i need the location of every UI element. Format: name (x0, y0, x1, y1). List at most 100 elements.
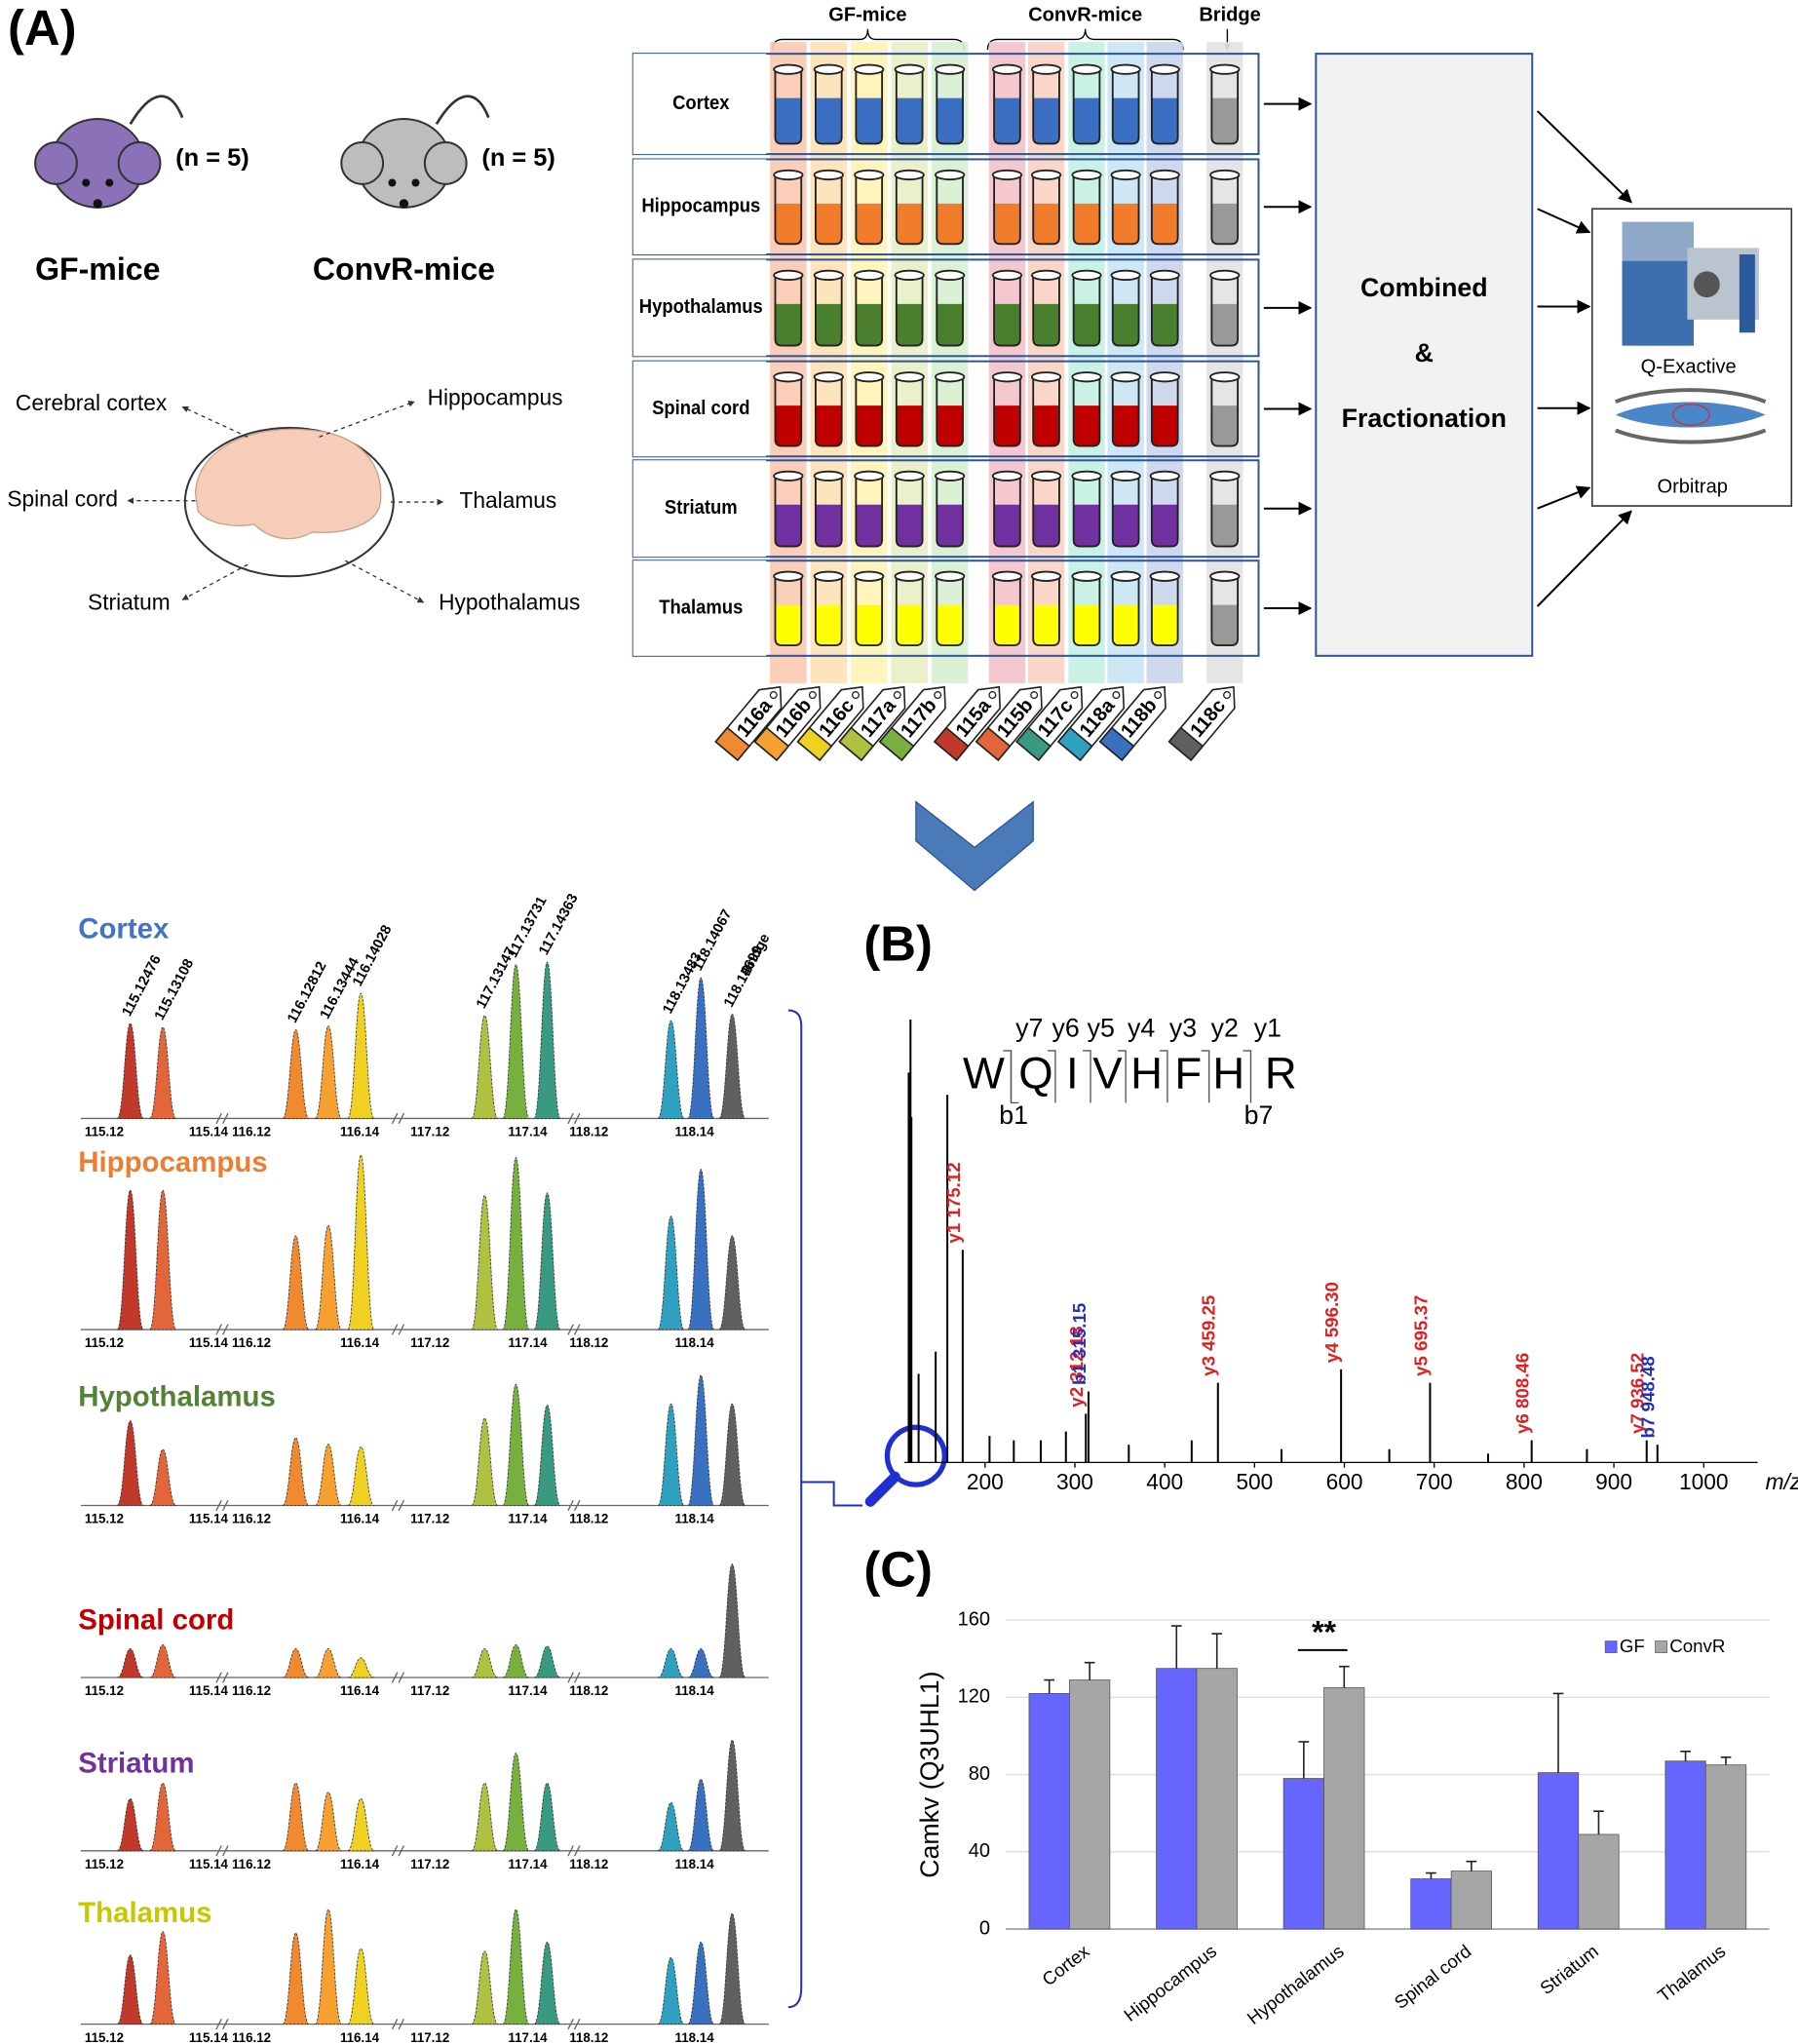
axis-label: 115.14 (189, 1335, 229, 1350)
reporter-peak (718, 1235, 746, 1331)
fragment-bracket (1083, 1050, 1091, 1103)
peak-label: 118.14067 (690, 907, 735, 974)
tissue-title: Spinal cord (78, 1603, 234, 1636)
reporter-peak (149, 1189, 176, 1331)
axis-label: 115.12 (85, 1857, 124, 1871)
reporter-peak (117, 1648, 144, 1678)
y-ion: y6 (1052, 1014, 1080, 1043)
residue: H (1130, 1049, 1163, 1099)
tube (855, 476, 884, 548)
tube-rim (991, 169, 1023, 181)
tube-liquid (775, 405, 802, 446)
mouse-count: (n = 5) (481, 144, 555, 172)
axis-label: 115.12 (85, 1683, 124, 1698)
tissue-title: Hippocampus (78, 1146, 267, 1178)
significance: ** (1312, 1614, 1336, 1649)
tube (855, 69, 884, 145)
reporter-peak (116, 1022, 144, 1119)
tube-liquid (937, 203, 964, 245)
row-label-box (632, 560, 767, 656)
reporter-peak (315, 1648, 342, 1678)
axis-break (391, 1499, 405, 1512)
tube (1072, 174, 1101, 246)
tag-hole (1223, 691, 1232, 700)
error-bar (1680, 1751, 1691, 1761)
bar (1069, 1679, 1111, 1930)
residue: F (1174, 1049, 1202, 1099)
row-label-box (632, 54, 767, 155)
tube-rim (854, 269, 885, 282)
axis-label: 115.12 (85, 1335, 124, 1350)
error-bar (1593, 1810, 1604, 1834)
instrument-icon (1615, 221, 1767, 444)
fragment-bracket (1047, 1050, 1056, 1103)
tube-rim (854, 371, 885, 383)
combined-box (1315, 53, 1534, 657)
panel-label: (B) (863, 916, 933, 972)
y-ion: y3 (1169, 1014, 1197, 1043)
row-label: Thalamus (659, 598, 743, 619)
tube-liquid (1211, 504, 1239, 547)
tube-liquid (815, 405, 842, 446)
tube (774, 476, 803, 548)
tube-rim (854, 169, 885, 181)
axis-label: 117.14 (508, 1857, 548, 1871)
tube-rim (894, 63, 925, 75)
reporter-peak (718, 1014, 746, 1119)
brain (194, 428, 382, 540)
axis-break (391, 1324, 405, 1335)
tube-rim (1110, 570, 1141, 582)
axis-label: 116.14 (340, 1857, 380, 1871)
tube (1032, 576, 1060, 647)
axis-label: 116.12 (232, 2030, 271, 2044)
tube-rim (854, 570, 885, 582)
tube-liquid (1211, 203, 1239, 245)
tube (1111, 69, 1140, 145)
tube (1150, 69, 1179, 145)
y-tick-label: 160 (958, 1608, 990, 1630)
y-tick-label: 40 (969, 1840, 990, 1862)
b-ion: b7 (1244, 1100, 1274, 1130)
tube-rim (1209, 371, 1241, 383)
reporter-peak (657, 1403, 685, 1506)
tube (1032, 376, 1060, 447)
reporter-peak (687, 1778, 715, 1852)
reporter-peak (471, 1950, 499, 2025)
reporter-peak (315, 1025, 342, 1119)
chevron (915, 800, 1034, 892)
reporter-peak (347, 1948, 375, 2025)
mouse-nose (93, 199, 102, 209)
x-tick-label: Hippocampus (1120, 1941, 1220, 2025)
axis-break (215, 1672, 229, 1683)
row-label-box (632, 259, 767, 357)
reporter-peak (687, 1648, 714, 1678)
residue: V (1092, 1049, 1123, 1099)
axis-label: 116.12 (232, 1335, 271, 1350)
axis-label: 116.12 (232, 1857, 271, 1871)
reporter-peak (282, 1235, 310, 1331)
tube-rim (894, 570, 925, 582)
tube-rim (934, 470, 966, 482)
bar (1196, 1668, 1238, 1930)
reporter-peak (533, 1645, 561, 1678)
error-bar (1466, 1860, 1477, 1871)
tag-color (933, 726, 970, 761)
axis-break (567, 1672, 581, 1683)
tube-liquid (994, 604, 1020, 646)
tissue-title: Thalamus (78, 1897, 211, 1929)
tube (1032, 275, 1060, 347)
y-tick-label: 120 (958, 1686, 990, 1708)
tube (814, 376, 843, 447)
residue: W (963, 1049, 1005, 1099)
tube-liquid (1033, 97, 1059, 144)
mouse-eye (388, 178, 397, 187)
tube-rim (1110, 371, 1141, 383)
tube-rim (1110, 470, 1141, 482)
tag-color (878, 726, 915, 761)
axis-label: 117.14 (508, 1683, 548, 1698)
tag-color (753, 726, 790, 761)
error-bar (1170, 1625, 1182, 1669)
tissue-title: Cortex (78, 913, 170, 945)
tag-hole (851, 691, 861, 700)
tissue-title: Striatum (78, 1747, 194, 1779)
